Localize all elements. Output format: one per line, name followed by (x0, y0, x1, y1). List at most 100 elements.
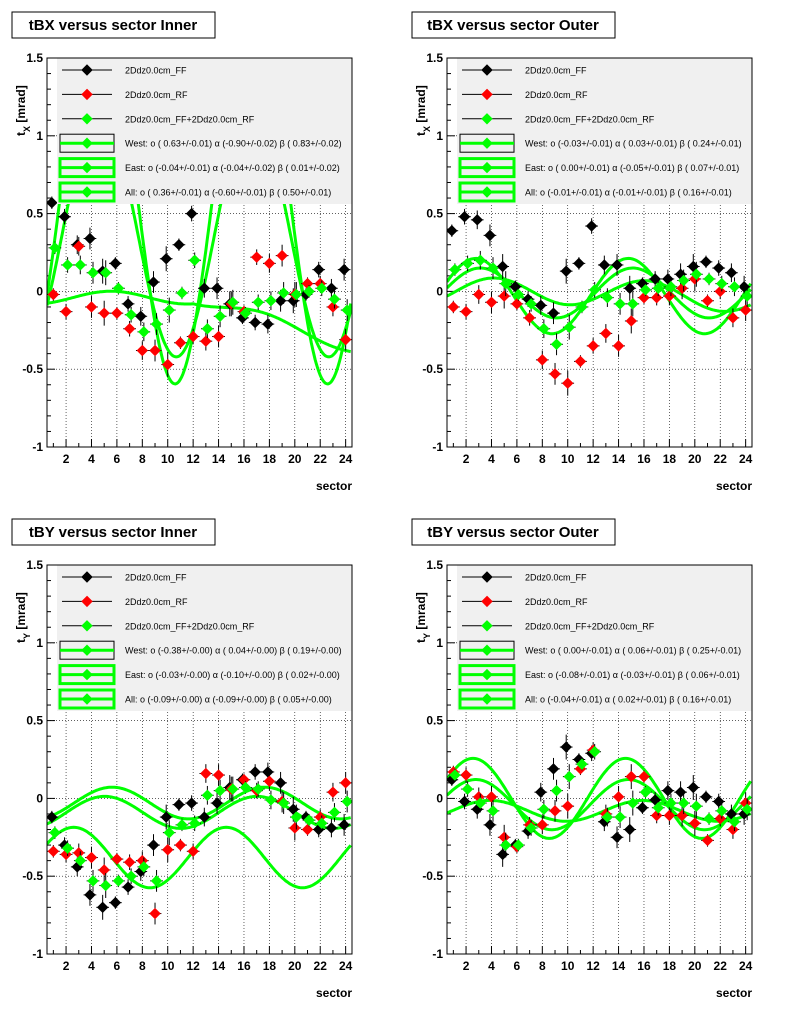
data-point (728, 281, 741, 293)
data-point (109, 896, 122, 909)
legend-marker (81, 693, 93, 705)
chart-title: tBX versus sector Outer (427, 17, 599, 34)
legend-entry: West: o (-0.03+/-0.01) α ( 0.03+/-0.01) … (525, 139, 742, 149)
data-point (200, 767, 212, 780)
data-point (638, 770, 650, 783)
data-point (652, 282, 664, 294)
data-point (662, 784, 674, 797)
data-point (187, 330, 199, 343)
y-tick-label: 1 (436, 636, 443, 650)
data-point (185, 797, 198, 809)
data-points (447, 208, 752, 396)
data-point (562, 377, 574, 389)
y-tick-label: 1.5 (426, 51, 443, 65)
data-point (458, 211, 471, 223)
legend-entry: West: o ( 0.00+/-0.01) α ( 0.06+/-0.01) … (525, 646, 741, 656)
y-tick-label: 1 (36, 636, 43, 650)
data-point (147, 276, 160, 288)
data-point (262, 766, 274, 778)
data-point (509, 281, 522, 293)
x-tick-label: 6 (514, 452, 521, 466)
data-point (676, 809, 688, 822)
data-point (535, 786, 547, 798)
data-point (700, 256, 712, 268)
data-point (677, 797, 690, 809)
data-point (739, 304, 752, 316)
data-point (741, 290, 752, 302)
legend-marker (81, 113, 93, 125)
data-point (716, 805, 728, 817)
data-point (227, 296, 239, 308)
x-tick-label: 24 (739, 452, 753, 466)
y-tick-label: -1 (432, 947, 443, 961)
x-tick-label: 18 (263, 452, 277, 466)
legend-marker (481, 161, 493, 174)
x-tick-label: 12 (186, 959, 200, 973)
y-axis-label-sub: Y (422, 633, 432, 639)
legend-entry: East: o (-0.08+/-0.01) α (-0.03+/-0.01) … (525, 670, 740, 680)
data-point (625, 770, 637, 783)
data-point (484, 229, 496, 242)
y-tick-label: 0 (436, 284, 443, 298)
series-3 (448, 743, 752, 858)
x-tick-label: 4 (88, 452, 95, 466)
x-tick-label: 20 (688, 959, 702, 973)
legend-marker (481, 88, 493, 101)
legend-marker (81, 161, 93, 174)
x-axis-label: sector (716, 986, 752, 1000)
data-point (447, 225, 458, 237)
legend-box (57, 58, 352, 204)
data-point (111, 853, 123, 865)
data-point (612, 340, 625, 352)
data-point (125, 870, 137, 882)
title-box (11, 518, 216, 546)
y-axis-label-main: t (414, 639, 428, 643)
data-point (449, 263, 461, 276)
data-point (100, 267, 112, 279)
data-point (162, 358, 174, 371)
data-point (576, 301, 588, 313)
data-point (638, 291, 650, 304)
data-point (200, 335, 212, 347)
x-tick-label: 4 (488, 959, 495, 973)
legend-entry: East: o (-0.03+/-0.00) α (-0.10+/-0.00) … (125, 670, 340, 680)
data-point (339, 777, 352, 789)
data-point (160, 253, 172, 265)
legend-entry: 2Ddz0.0cm_FF (525, 573, 587, 583)
data-point (547, 763, 560, 775)
data-point (61, 842, 74, 854)
data-point (601, 811, 614, 823)
data-point (563, 321, 575, 333)
y-tick-label: 0.5 (26, 714, 43, 728)
data-point (312, 263, 325, 276)
data-point (727, 823, 739, 836)
data-point (138, 861, 150, 873)
x-tick-label: 16 (237, 959, 251, 973)
y-axis-label-unit: [mrad] (14, 85, 28, 126)
data-point (301, 823, 314, 836)
data-point (327, 786, 339, 798)
data-point (496, 260, 509, 273)
x-tick-label: 18 (663, 959, 677, 973)
data-point (728, 816, 741, 828)
data-point (485, 296, 498, 308)
data-point (290, 288, 303, 301)
data-point (147, 839, 160, 851)
data-point (338, 263, 350, 276)
data-point (650, 291, 663, 304)
legend: 2Ddz0.0cm_FF 2Ddz0.0cm_RF 2Ddz0.0cm_FF+2Dd… (57, 565, 352, 711)
x-tick-label: 2 (463, 959, 470, 973)
y-tick-label: -1 (432, 440, 443, 454)
legend-entry: 2Ddz0.0cm_FF+2Ddz0.0cm_RF (525, 114, 655, 124)
legend-marker (81, 668, 93, 681)
data-point (100, 879, 112, 892)
legend-entry: 2Ddz0.0cm_RF (125, 597, 188, 607)
data-point (471, 214, 483, 226)
x-tick-label: 2 (63, 959, 70, 973)
data-point (212, 769, 225, 781)
y-axis-label-main: t (414, 132, 428, 136)
legend-entry: All: o (-0.04+/-0.01) α ( 0.02+/-0.01) β… (525, 695, 731, 705)
data-point (485, 791, 498, 803)
data-point (573, 257, 585, 270)
